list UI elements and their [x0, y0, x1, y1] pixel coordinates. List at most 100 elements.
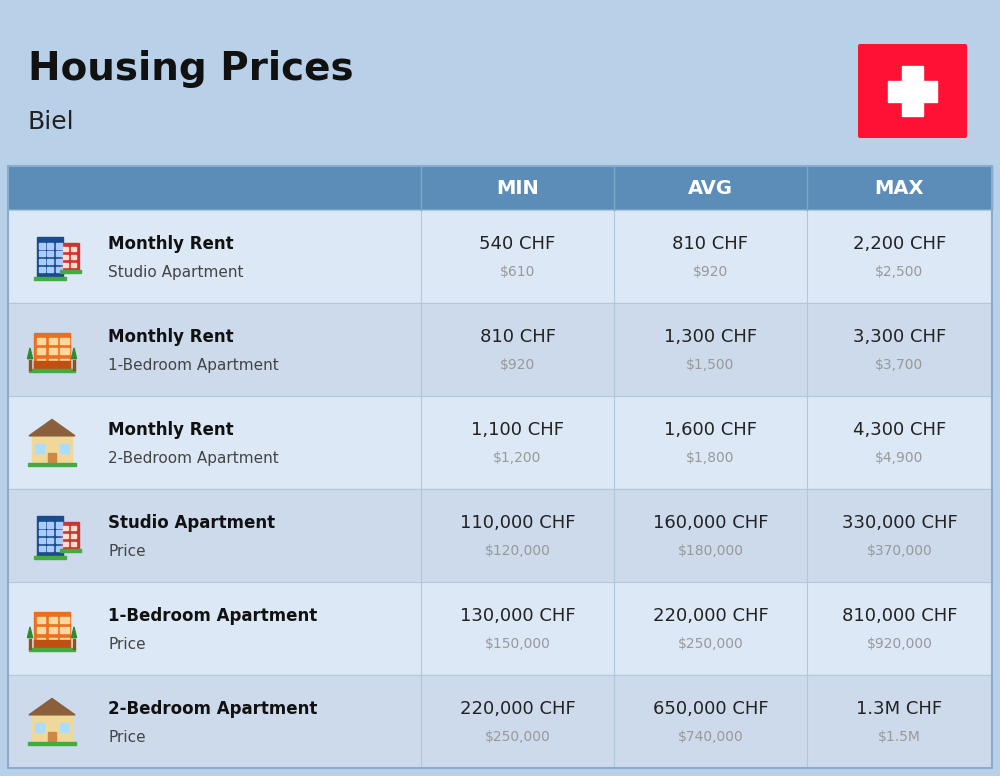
Bar	[71, 247, 76, 251]
Text: 1-Bedroom Apartment: 1-Bedroom Apartment	[108, 358, 279, 372]
Bar	[29, 360, 31, 370]
Text: Monthly Rent: Monthly Rent	[108, 421, 234, 439]
Text: $120,000: $120,000	[485, 544, 550, 558]
Bar	[35, 444, 44, 452]
Text: Monthly Rent: Monthly Rent	[108, 328, 234, 346]
Text: 810 CHF: 810 CHF	[672, 235, 748, 254]
Bar	[73, 360, 75, 370]
Bar	[71, 526, 76, 530]
Bar	[56, 539, 62, 543]
Bar	[32, 436, 72, 464]
Text: 2,200 CHF: 2,200 CHF	[853, 235, 946, 254]
FancyBboxPatch shape	[858, 44, 967, 138]
Text: 3,300 CHF: 3,300 CHF	[853, 328, 946, 346]
Bar	[8, 675, 992, 768]
Bar	[60, 617, 69, 623]
Text: AVG: AVG	[688, 178, 733, 198]
Bar	[8, 396, 992, 489]
Bar	[39, 546, 45, 551]
Bar	[8, 582, 992, 675]
Text: 110,000 CHF: 110,000 CHF	[460, 514, 575, 532]
Text: $920,000: $920,000	[867, 637, 932, 651]
Text: $180,000: $180,000	[678, 544, 744, 558]
Bar	[63, 255, 68, 259]
Text: $740,000: $740,000	[678, 730, 743, 744]
Text: MAX: MAX	[875, 178, 924, 198]
Text: $2,500: $2,500	[875, 265, 924, 279]
Text: $920: $920	[500, 359, 535, 372]
Bar	[28, 463, 76, 466]
Polygon shape	[71, 627, 77, 638]
Bar	[56, 546, 62, 551]
Bar	[888, 81, 937, 102]
Text: 2-Bedroom Apartment: 2-Bedroom Apartment	[108, 701, 317, 719]
Text: 650,000 CHF: 650,000 CHF	[653, 701, 768, 719]
Polygon shape	[29, 698, 75, 715]
Bar	[56, 522, 62, 528]
Bar	[47, 243, 53, 248]
Bar	[34, 639, 70, 649]
Bar	[47, 259, 53, 265]
Bar	[47, 522, 53, 528]
Text: 810 CHF: 810 CHF	[480, 328, 556, 346]
Bar	[39, 539, 45, 543]
Bar	[37, 338, 45, 344]
Bar	[60, 627, 69, 633]
Bar	[60, 359, 69, 365]
Text: 810,000 CHF: 810,000 CHF	[842, 608, 957, 625]
Bar	[39, 522, 45, 528]
Text: $150,000: $150,000	[485, 637, 550, 651]
Text: 4,300 CHF: 4,300 CHF	[853, 421, 946, 439]
Bar	[37, 348, 45, 354]
Bar	[902, 66, 923, 116]
Bar	[29, 648, 75, 651]
Text: 1,600 CHF: 1,600 CHF	[664, 421, 757, 439]
Polygon shape	[71, 348, 77, 359]
Bar	[60, 444, 69, 452]
Bar	[34, 361, 70, 370]
Bar	[8, 166, 992, 768]
Polygon shape	[27, 348, 33, 359]
Text: Studio Apartment: Studio Apartment	[108, 514, 275, 532]
Bar	[39, 259, 45, 265]
Bar	[29, 639, 31, 650]
Polygon shape	[29, 420, 75, 436]
Bar	[37, 516, 63, 557]
Text: 1,100 CHF: 1,100 CHF	[471, 421, 564, 439]
Bar	[37, 638, 45, 643]
Text: $370,000: $370,000	[867, 544, 932, 558]
Bar	[34, 556, 66, 559]
Text: 220,000 CHF: 220,000 CHF	[653, 608, 768, 625]
Text: 2-Bedroom Apartment: 2-Bedroom Apartment	[108, 451, 279, 466]
Bar	[49, 338, 57, 344]
Bar	[47, 251, 53, 256]
Text: $1,500: $1,500	[686, 359, 735, 372]
Bar	[71, 542, 76, 546]
Text: 220,000 CHF: 220,000 CHF	[460, 701, 575, 719]
Text: 1-Bedroom Apartment: 1-Bedroom Apartment	[108, 608, 317, 625]
Bar	[56, 251, 62, 256]
Bar	[56, 259, 62, 265]
Text: 1.3M CHF: 1.3M CHF	[856, 701, 943, 719]
Bar	[49, 627, 57, 633]
Bar	[8, 210, 992, 303]
Bar	[37, 617, 45, 623]
Bar	[63, 542, 68, 546]
Bar	[8, 166, 992, 210]
Bar	[60, 722, 69, 732]
Text: $1,800: $1,800	[686, 452, 735, 466]
Bar	[8, 489, 992, 582]
Bar	[71, 255, 76, 259]
Bar	[29, 369, 75, 372]
Bar	[56, 243, 62, 248]
Bar	[61, 243, 79, 272]
Text: $4,900: $4,900	[875, 452, 924, 466]
Bar	[39, 530, 45, 535]
Bar	[35, 722, 44, 732]
Bar	[39, 243, 45, 248]
Text: Price: Price	[108, 544, 146, 559]
Bar	[47, 546, 53, 551]
Bar	[37, 359, 45, 365]
Bar	[34, 612, 70, 649]
Bar	[73, 639, 75, 650]
